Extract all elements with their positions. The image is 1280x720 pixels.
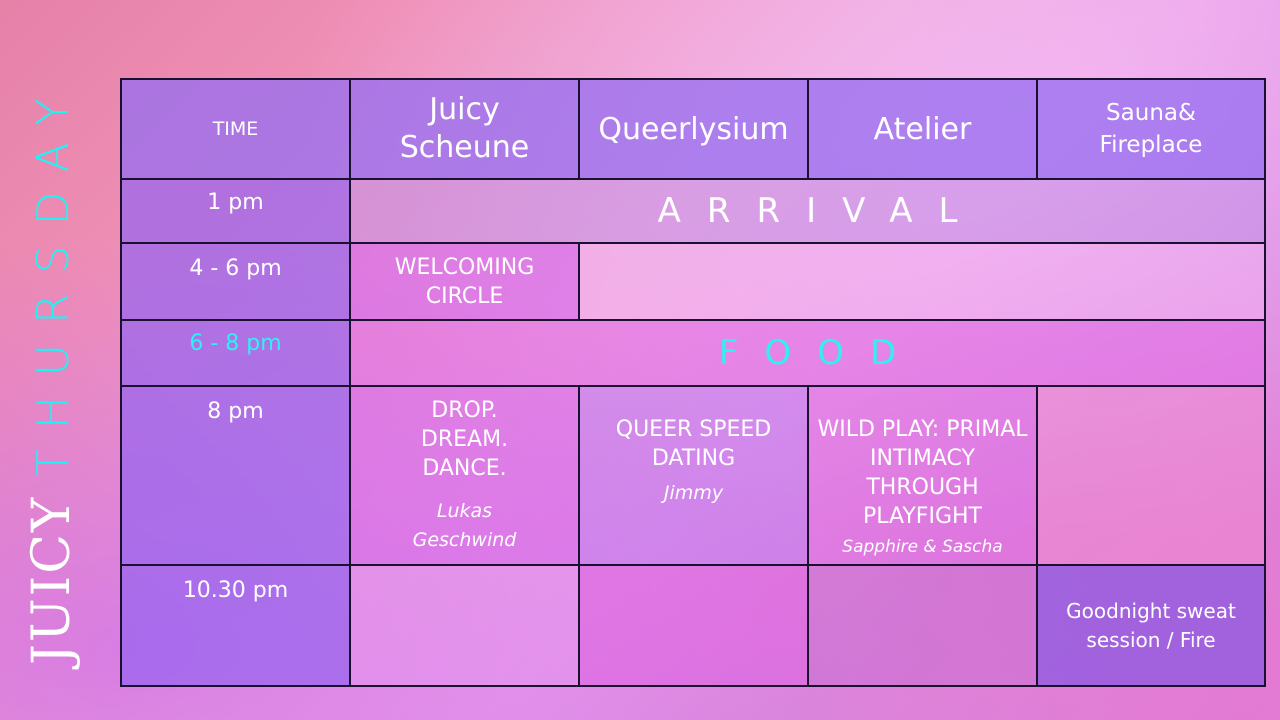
time-8pm: 8 pm (120, 385, 351, 566)
event-drop-dream-dance: DROP. DREAM. DANCE. Lukas Geschwind (349, 385, 580, 566)
event-welcoming-circle: WELCOMING CIRCLE (349, 242, 580, 321)
event-host: Lukas Geschwind (412, 500, 517, 551)
empty-cell (578, 564, 809, 687)
event-title: QUEER SPEED DATING (615, 417, 772, 471)
event-title: DROP. DREAM. DANCE. (420, 398, 509, 481)
juicy-logo: JUICY (22, 495, 82, 665)
event-host: Sapphire & Sascha (842, 537, 1003, 557)
event-arrival: ARRIVAL (349, 178, 1266, 244)
header-queerlysium: Queerlysium (578, 78, 809, 180)
empty-cell (349, 564, 580, 687)
time-6-8pm: 6 - 8 pm (120, 319, 351, 387)
event-wild-play: WILD PLAY: PRIMAL INTIMACY THROUGH PLAYF… (807, 385, 1038, 566)
event-food: FOOD (349, 319, 1266, 387)
time-1pm: 1 pm (120, 178, 351, 244)
event-queer-speed-dating: QUEER SPEED DATING Jimmy (578, 385, 809, 566)
event-host: Jimmy (663, 482, 724, 504)
header-atelier: Atelier (807, 78, 1038, 180)
header-juicy-scheune: Juicy Scheune (349, 78, 580, 180)
schedule-table: TIME Juicy Scheune Queerlysium Atelier S… (120, 78, 1266, 687)
event-title: WILD PLAY: PRIMAL INTIMACY THROUGH PLAYF… (817, 417, 1028, 529)
time-1030pm: 10.30 pm (120, 564, 351, 687)
time-4-6pm: 4 - 6 pm (120, 242, 351, 321)
empty-cell (1036, 385, 1266, 566)
event-goodnight-sweat: Goodnight sweat session / Fire (1036, 564, 1266, 687)
day-label: THURSDAY (28, 78, 79, 476)
empty-cell (807, 564, 1038, 687)
empty-cell (578, 242, 1266, 321)
header-sauna: Sauna& Fireplace (1036, 78, 1266, 180)
header-time: TIME (120, 78, 351, 180)
